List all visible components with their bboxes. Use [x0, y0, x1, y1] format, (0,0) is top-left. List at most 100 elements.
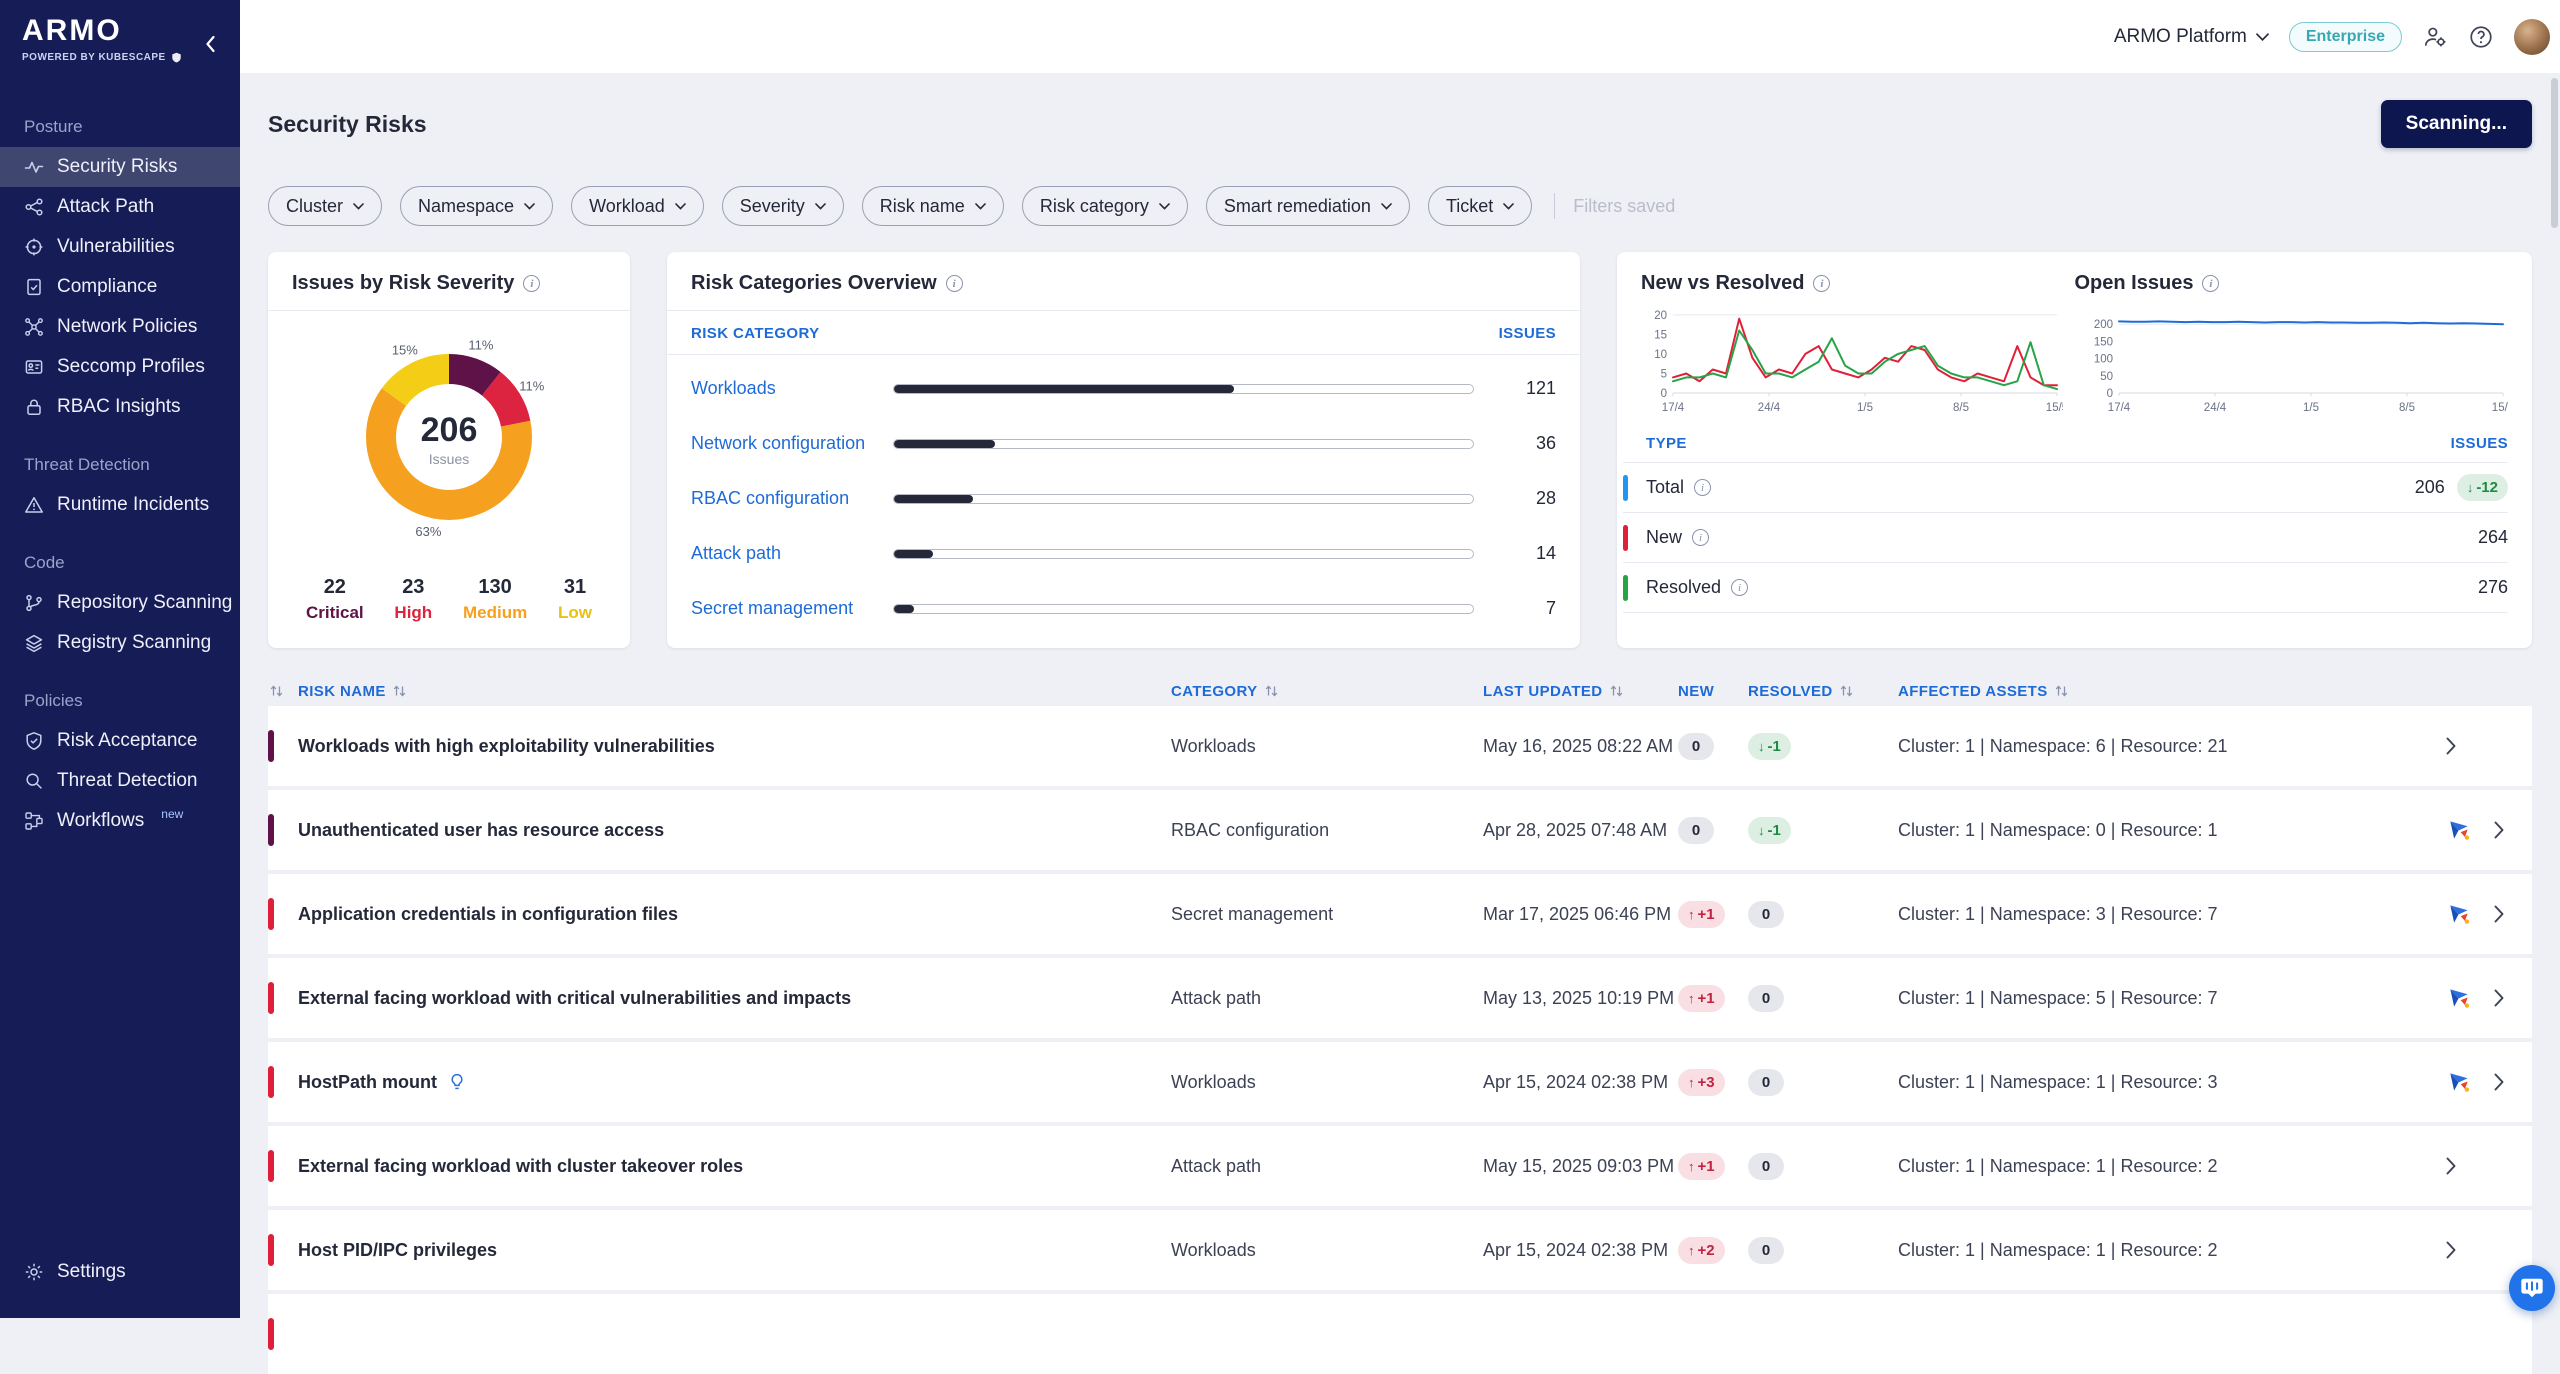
svg-text:11%: 11% [468, 337, 493, 352]
last-updated: May 13, 2025 10:19 PM [1483, 988, 1678, 1009]
branch-icon [24, 593, 44, 613]
filter-pill[interactable]: Cluster [268, 186, 382, 226]
filter-pill[interactable]: Workload [571, 186, 704, 226]
sidebar-item[interactable]: Network Policies [0, 307, 240, 347]
table-header: RISK NAME CATEGORY LAST UPDATED NEW [268, 676, 2532, 706]
row-chevron-icon[interactable] [2446, 737, 2494, 755]
sidebar-nav: Posture Security Risks Attack Path [0, 97, 240, 1318]
issues-summary-table: TYPE ISSUES Total 20 [1623, 427, 2508, 613]
sidebar-item[interactable]: Registry Scanning [0, 623, 240, 663]
sidebar-item[interactable]: Repository Scanning [0, 583, 240, 623]
row-chevron-icon[interactable] [2494, 821, 2532, 839]
severity-bar [268, 1150, 274, 1182]
smart-remediation-icon[interactable] [2446, 901, 2472, 927]
filter-pill[interactable]: Risk category [1022, 186, 1188, 226]
section-threat-items: Runtime Incidents [0, 485, 240, 525]
table-row[interactable]: Application credentials in configuration… [268, 874, 2532, 954]
scrollbar[interactable] [2551, 78, 2558, 228]
info-icon[interactable] [1813, 275, 1830, 292]
info-icon[interactable] [1694, 479, 1711, 496]
resolved-badge: 0 [1748, 1153, 1784, 1180]
category-link[interactable]: Network configuration [691, 433, 867, 454]
column-last-updated[interactable]: LAST UPDATED [1483, 683, 1678, 700]
column-risk-name[interactable]: RISK NAME [298, 683, 1171, 700]
filter-pill[interactable]: Severity [722, 186, 844, 226]
category-issues-count: 36 [1500, 433, 1556, 454]
category-link[interactable]: Workloads [691, 378, 867, 399]
category-issues-count: 121 [1500, 378, 1556, 399]
filter-pill[interactable]: Ticket [1428, 186, 1532, 226]
risk-name: Unauthenticated user has resource access [298, 820, 664, 841]
severity-legend: 22 Critical 23 High 130 Medium [268, 576, 630, 623]
svg-text:0: 0 [2106, 388, 2112, 400]
help-icon[interactable] [2468, 24, 2494, 50]
sidebar-item[interactable]: Risk Acceptance [0, 721, 240, 761]
sidebar-item[interactable]: Workflows new [0, 801, 240, 841]
info-icon[interactable] [1731, 579, 1748, 596]
card-title: Risk Categories Overview [691, 272, 937, 295]
sidebar-item[interactable]: Runtime Incidents [0, 485, 240, 525]
category-link[interactable]: RBAC configuration [691, 488, 867, 509]
avatar[interactable] [2514, 19, 2550, 55]
sidebar-item[interactable]: Compliance [0, 267, 240, 307]
table-row[interactable]: Unauthenticated user has resource access… [268, 790, 2532, 870]
table-row[interactable]: Workloads with high exploitability vulne… [268, 706, 2532, 786]
column-resolved[interactable]: RESOLVED [1748, 683, 1898, 700]
sidebar-item[interactable]: Vulnerabilities [0, 227, 240, 267]
sidebar-item[interactable]: Seccomp Profiles [0, 347, 240, 387]
row-chevron-icon[interactable] [2494, 1073, 2532, 1091]
table-row[interactable]: External facing workload with cluster ta… [268, 1126, 2532, 1206]
row-chevron-icon[interactable] [2446, 1241, 2494, 1259]
smart-remediation-icon[interactable] [2446, 985, 2472, 1011]
table-row[interactable]: Host PID/IPC privileges Workloads Apr 15… [268, 1210, 2532, 1290]
table-row[interactable]: HostPath mount Workloads Apr 15, 2024 02… [268, 1042, 2532, 1122]
column-affected-assets[interactable]: AFFECTED ASSETS [1898, 683, 2446, 700]
scanning-button[interactable]: Scanning... [2381, 100, 2532, 148]
column-new[interactable]: NEW [1678, 683, 1748, 700]
row-chevron-icon[interactable] [2494, 905, 2532, 923]
sidebar-item[interactable]: RBAC Insights [0, 387, 240, 427]
issues-value: 206 [2415, 477, 2445, 498]
info-icon[interactable] [946, 275, 963, 292]
sidebar-item[interactable]: Security Risks [0, 147, 240, 187]
category-bar [893, 549, 1474, 559]
info-icon[interactable] [523, 275, 540, 292]
content: Security Risks Scanning... Cluster Names… [240, 73, 2560, 1374]
sidebar-item[interactable]: Attack Path [0, 187, 240, 227]
platform-menu[interactable]: ARMO Platform [2114, 26, 2269, 48]
severity-bar [268, 982, 274, 1014]
trends-card: New vs Resolved Open Issues 2015105017/4… [1617, 252, 2532, 648]
account-settings-icon[interactable] [2422, 24, 2448, 50]
filter-pill[interactable]: Risk name [862, 186, 1004, 226]
page-head: Security Risks Scanning... [268, 100, 2532, 148]
svg-text:15/5: 15/5 [2046, 402, 2063, 414]
section-label-code: Code [0, 525, 240, 583]
risk-category: RBAC configuration [1171, 820, 1483, 841]
filter-pill[interactable]: Namespace [400, 186, 553, 226]
resolved-badge: 0 [1748, 985, 1784, 1012]
info-icon[interactable] [2202, 275, 2219, 292]
table-row[interactable]: External facing workload with critical v… [268, 958, 2532, 1038]
workflow-icon [24, 811, 44, 831]
severity-bar [268, 1066, 274, 1098]
category-link[interactable]: Attack path [691, 543, 867, 564]
svg-text:1/5: 1/5 [1857, 402, 1873, 414]
row-chevron-icon[interactable] [2446, 1157, 2494, 1175]
filter-pill[interactable]: Smart remediation [1206, 186, 1410, 226]
category-link[interactable]: Secret management [691, 598, 867, 619]
smart-remediation-icon[interactable] [2446, 817, 2472, 843]
issues-value: 264 [2478, 527, 2508, 548]
chat-button[interactable] [2509, 1265, 2555, 1311]
sidebar-item-settings[interactable]: Settings [0, 1252, 240, 1292]
smart-remediation-icon[interactable] [2446, 1069, 2472, 1095]
info-icon[interactable] [1692, 529, 1709, 546]
table-row-partial[interactable] [268, 1294, 2532, 1374]
sidebar-collapse-button[interactable] [204, 34, 216, 54]
type-label: New [1646, 527, 1682, 548]
row-chevron-icon[interactable] [2494, 989, 2532, 1007]
column-category[interactable]: CATEGORY [1171, 683, 1483, 700]
sort-icon[interactable] [270, 685, 283, 697]
sidebar-item[interactable]: Threat Detection [0, 761, 240, 801]
resolved-badge: -1 [1748, 817, 1791, 844]
